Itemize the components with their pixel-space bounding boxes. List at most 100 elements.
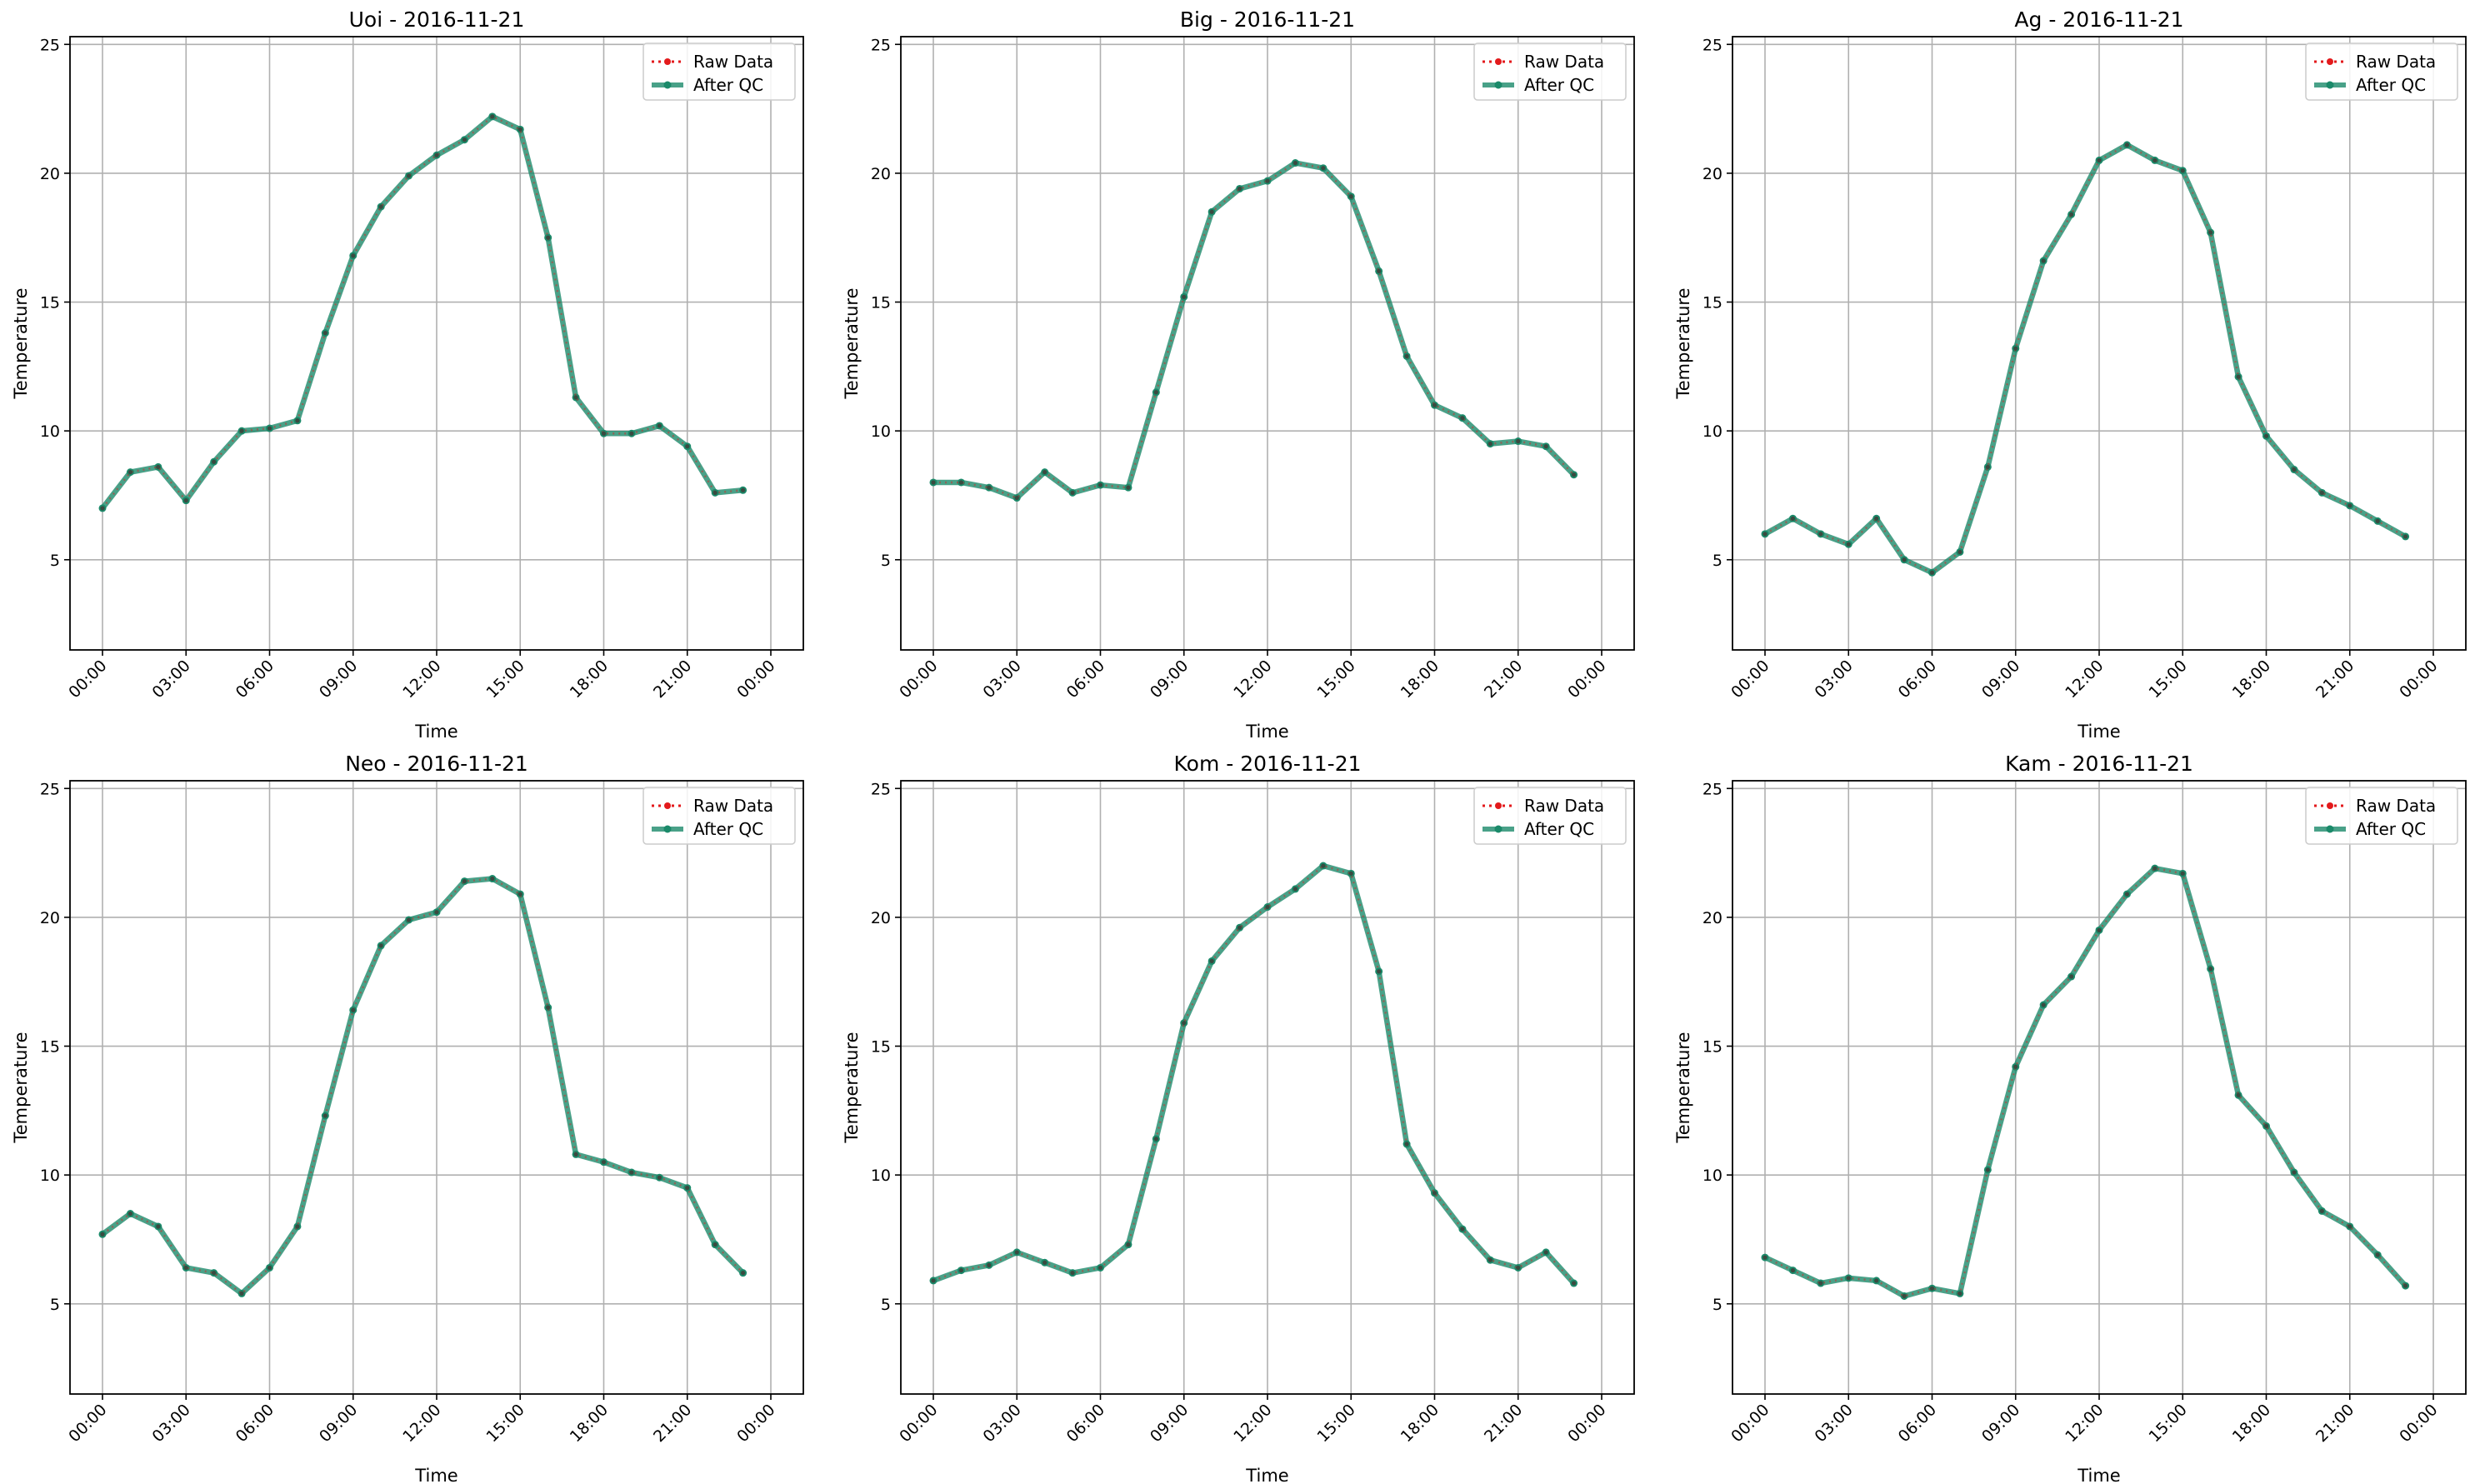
x-tick-label: 15:00 (483, 657, 528, 702)
raw-data-point (629, 1170, 634, 1175)
axes-frame (900, 780, 1635, 1395)
raw-data-point (1209, 958, 1214, 964)
raw-data-point (2319, 490, 2324, 495)
raw-data-point (239, 1291, 244, 1296)
subplot-title: Kam - 2016-11-21 (2005, 752, 2193, 776)
raw-data-point (1874, 1278, 1879, 1283)
y-tick-label: 15 (1702, 1038, 1722, 1057)
raw-data-point (1014, 495, 1019, 501)
axes-frame (69, 36, 804, 651)
y-tick-label: 20 (1702, 165, 1722, 183)
raw-data-point (685, 1186, 690, 1191)
raw-data-point (1516, 438, 1521, 444)
legend-label-after-qc: After QC (2356, 75, 2426, 95)
x-tick-label: 21:00 (1481, 657, 1526, 702)
legend-label-after-qc: After QC (693, 819, 763, 839)
raw-data-point (1571, 1281, 1577, 1286)
raw-data-point (1377, 268, 1382, 274)
raw-data-point (100, 506, 105, 511)
legend-marker-after-qc (2326, 81, 2334, 89)
x-tick-label: 00:00 (1728, 1401, 1772, 1446)
legend-marker-raw-data (664, 802, 671, 809)
y-tick-label: 5 (50, 1296, 60, 1314)
x-tick-label: 06:00 (232, 1401, 278, 1446)
raw-data-point (1846, 542, 1851, 547)
y-tick-label: 20 (1702, 909, 1722, 927)
raw-data-point (128, 470, 133, 475)
raw-data-point (183, 1265, 188, 1271)
y-tick-label: 5 (881, 552, 891, 570)
raw-data-point (1237, 186, 1242, 192)
raw-data-point (2208, 230, 2213, 235)
raw-data-point (1790, 516, 1796, 521)
legend-marker-after-qc (1494, 825, 1502, 833)
raw-data-point (657, 1175, 662, 1180)
raw-data-point (2236, 374, 2241, 379)
x-tick-label: 18:00 (567, 1401, 612, 1446)
raw-data-point (183, 498, 188, 503)
legend-label-raw-data: Raw Data (1524, 796, 1604, 816)
y-tick-label: 25 (40, 36, 60, 54)
raw-data-point (128, 1211, 133, 1217)
subplot-title: Big - 2016-11-21 (1180, 7, 1355, 32)
series-line-raw-data (102, 877, 744, 1296)
raw-data-point (1432, 402, 1438, 407)
legend: Raw Data After QC (2305, 787, 2458, 845)
raw-data-point (1571, 472, 1577, 477)
x-tick-label: 21:00 (650, 657, 695, 702)
y-tick-label: 15 (40, 1038, 60, 1057)
x-tick-label: 15:00 (1314, 657, 1359, 702)
raw-data-point (1042, 470, 1048, 475)
raw-data-point (2292, 1170, 2297, 1175)
series-line-raw-data (933, 162, 1575, 499)
raw-data-point (2013, 1064, 2018, 1069)
x-tick-label: 12:00 (399, 1401, 444, 1446)
raw-data-point (740, 487, 746, 492)
y-tick-label: 5 (1712, 1296, 1722, 1314)
y-tick-label: 15 (40, 294, 60, 312)
subplot-6: 00:00 03:00 06:00 09:00 12:00 15:00 18:00 21:00… (1673, 752, 2467, 1484)
x-tick-label: 18:00 (567, 657, 612, 702)
x-tick-label: 12:00 (2062, 657, 2107, 702)
raw-data-point (1265, 178, 1270, 183)
raw-data-point (987, 485, 992, 490)
series-line-raw-data (1764, 143, 2407, 574)
raw-data-point (1070, 490, 1075, 495)
y-axis-label: Temperature (842, 1032, 862, 1143)
raw-data-point (958, 1267, 964, 1273)
raw-data-point (378, 943, 383, 948)
raw-data-point (1488, 442, 1492, 447)
x-tick-label: 15:00 (483, 1401, 528, 1446)
x-tick-label: 00:00 (896, 1401, 941, 1446)
raw-data-point (295, 1224, 300, 1229)
raw-data-point (490, 114, 495, 119)
x-tick-label: 21:00 (2312, 657, 2358, 702)
raw-data-point (1818, 1281, 1823, 1286)
raw-data-point (406, 917, 412, 922)
y-tick-label: 25 (1702, 36, 1722, 54)
y-tick-label: 10 (871, 422, 891, 441)
series-line-raw-data (932, 864, 1575, 1284)
legend: Raw Data After QC (1473, 42, 1627, 101)
x-tick-label: 06:00 (232, 657, 278, 702)
raw-data-point (1321, 863, 1326, 868)
series-line-after-qc (101, 876, 745, 1297)
raw-data-point (1070, 1271, 1075, 1276)
raw-data-point (1516, 1265, 1521, 1271)
raw-data-point (2319, 1208, 2324, 1214)
raw-data-point (1460, 416, 1465, 421)
raw-data-point (2041, 258, 2046, 263)
raw-data-point (1182, 1021, 1187, 1026)
raw-data-point (958, 480, 964, 485)
x-axis-label: Time (1245, 722, 1288, 742)
raw-data-point (573, 395, 578, 400)
raw-data-point (1958, 549, 1962, 555)
raw-data-point (351, 253, 356, 258)
series-line-after-qc (932, 862, 1576, 1286)
y-tick-label: 20 (40, 165, 60, 183)
legend: Raw Data After QC (642, 42, 796, 101)
y-tick-label: 20 (871, 165, 891, 183)
raw-data-point (2180, 871, 2185, 876)
raw-data-point (2013, 346, 2018, 351)
